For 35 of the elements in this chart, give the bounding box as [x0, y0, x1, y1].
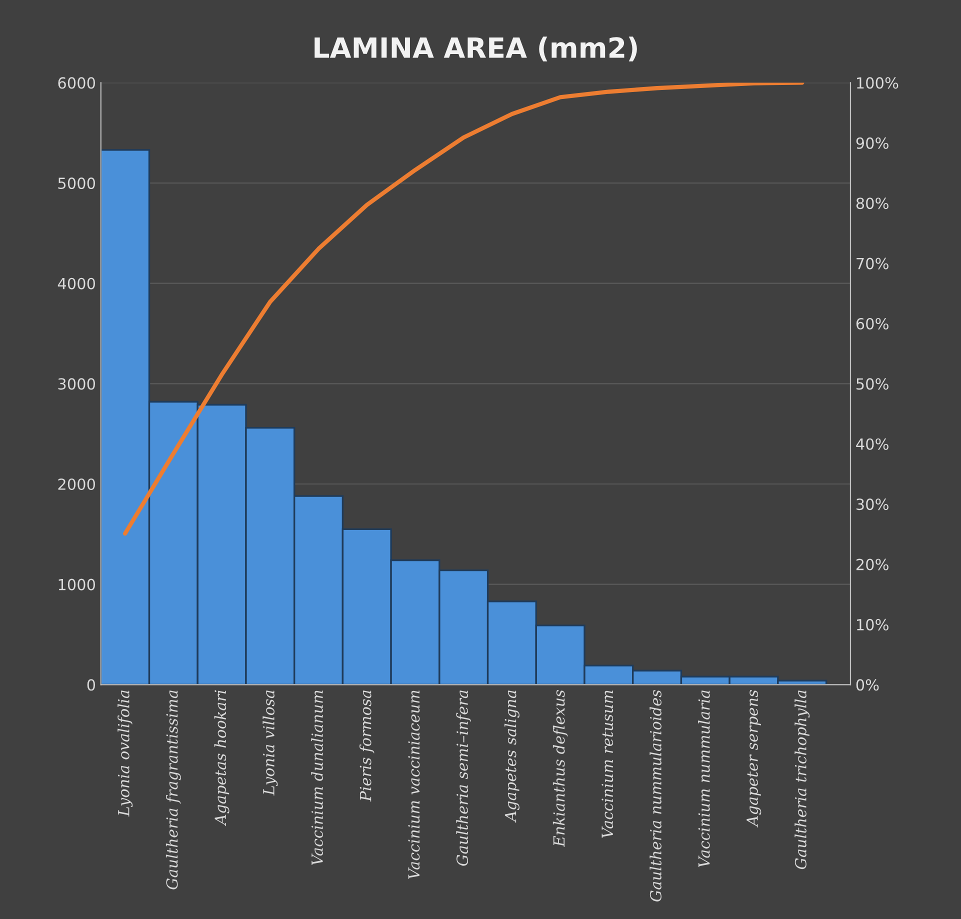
x-tick-label: Vaccinium vacciniaceum — [408, 690, 420, 879]
y2-tick-label: 70% — [856, 258, 888, 270]
x-tick-label: Vaccinium retusum — [602, 690, 614, 838]
chart-title: LAMINA AREA (mm2) — [314, 36, 637, 62]
y2-tick-label: 100% — [857, 77, 898, 89]
y-tick-label: 4000 — [58, 278, 96, 290]
y-tick-label: 3000 — [58, 378, 96, 390]
x-tick-label: Enkianthus deflexus — [552, 690, 568, 848]
x-tick-label: Lyonia ovalifolia — [118, 690, 133, 817]
y2-tick-label: 60% — [856, 318, 888, 330]
y-tick-label: 1000 — [58, 578, 96, 590]
x-tick-label: Agapetes saligna — [504, 690, 520, 823]
x-tick-label: Pieris formosa — [359, 690, 374, 802]
line-series — [123, 82, 804, 536]
x-tick-label: Agapetas hookari — [214, 690, 230, 826]
x-tick-label: Gaultheria fragrantissima — [166, 690, 181, 890]
y2-tick-label: 40% — [856, 438, 888, 450]
x-tick-label: Gaultheria trichophylla — [794, 690, 810, 870]
y2-tick-label: 90% — [856, 137, 888, 149]
x-tick-label: Gaultheria nummularioides — [650, 690, 662, 902]
y-tick-label: 0 — [87, 679, 96, 691]
y2-tick-label: 10% — [857, 618, 888, 630]
y2-tick-label: 30% — [856, 498, 888, 510]
y-tick-label: 6000 — [58, 77, 96, 89]
y-tick-label: 5000 — [58, 178, 96, 190]
x-tick-label: Vaccinium dunalianum — [311, 690, 323, 866]
x-tick-label: Lyonia villosa — [262, 690, 278, 796]
y2-tick-label: 50% — [856, 378, 888, 390]
y2-tick-label: 0% — [856, 679, 879, 691]
x-tick-label: Agapeter serpens — [746, 690, 762, 828]
y2-tick-label: 80% — [856, 198, 888, 210]
x-tick-label: Gaultheria semi–infera — [456, 690, 471, 866]
y-tick-label: 2000 — [58, 478, 96, 490]
x-tick-label: Vaccinium nummularia — [698, 690, 710, 868]
y2-tick-label: 20% — [856, 558, 888, 570]
